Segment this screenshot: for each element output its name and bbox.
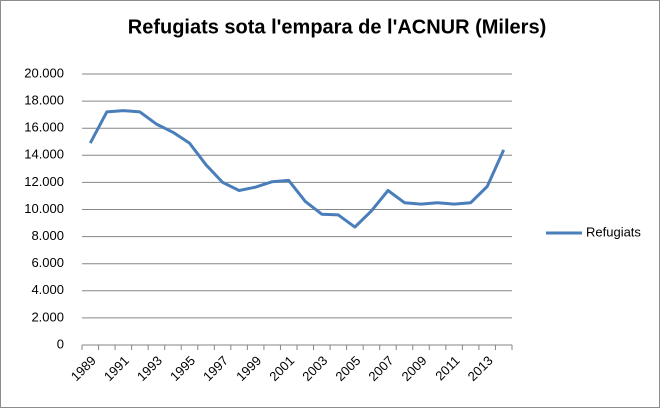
y-tick-label: 6.000 (31, 255, 64, 270)
y-tick-label: 18.000 (24, 93, 64, 108)
y-tick-label: 10.000 (24, 201, 64, 216)
y-tick-label: 8.000 (31, 228, 64, 243)
y-tick-label: 20.000 (24, 65, 64, 80)
y-tick-label: 0 (57, 336, 64, 351)
y-tick-label: 12.000 (24, 174, 64, 189)
y-tick-label: 14.000 (24, 147, 64, 162)
chart-title: Refugiats sota l'empara de l'ACNUR (Mile… (128, 16, 547, 38)
legend-label: Refugiats (586, 224, 641, 239)
y-tick-label: 16.000 (24, 120, 64, 135)
y-tick-label: 4.000 (31, 282, 64, 297)
data-line (88, 109, 506, 229)
y-tick-label: 2.000 (31, 309, 64, 324)
